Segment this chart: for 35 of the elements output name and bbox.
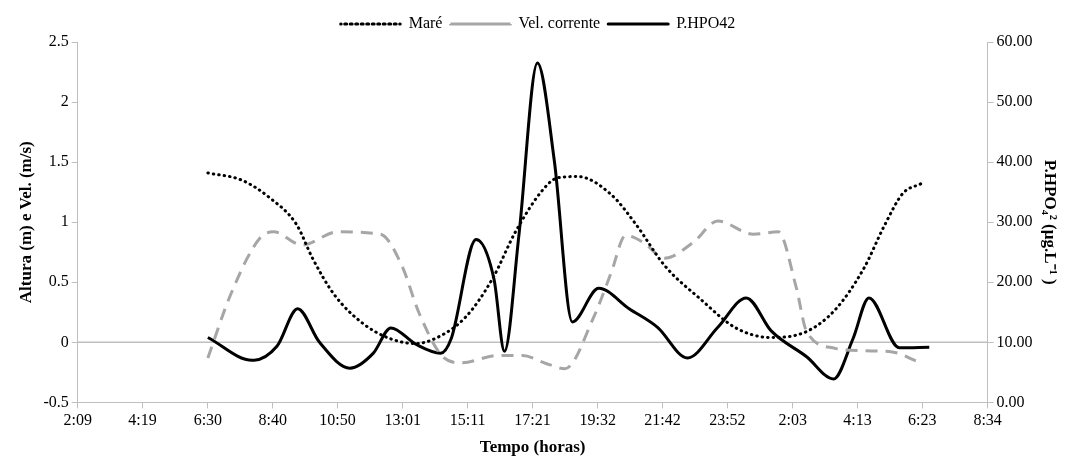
- y-tick-label: -0.5: [43, 392, 69, 410]
- x-tick-label: 17:21: [514, 411, 551, 429]
- y2-tick-label: 50.00: [996, 92, 1033, 110]
- x-tick-label: 4:13: [843, 411, 872, 429]
- legend-label: P.HPO42: [676, 14, 736, 32]
- y2-axis-title: P.HPO₄² (µg.L⁻¹ ): [1041, 159, 1061, 285]
- x-tick-label: 13:01: [384, 411, 422, 429]
- x-tick-label: 6:30: [193, 411, 223, 429]
- x-tick-label: 2:03: [778, 411, 807, 429]
- x-axis-title: Tempo (horas): [479, 437, 586, 457]
- legend-label: Maré: [408, 14, 443, 32]
- x-tick-label: 23:52: [709, 411, 746, 429]
- y-tick-label: 2: [60, 92, 69, 110]
- x-tick-label: 2:09: [63, 411, 92, 429]
- y-tick-label: 2.5: [48, 32, 69, 50]
- y2-tick-label: 30.00: [996, 212, 1033, 230]
- x-tick-label: 15:11: [449, 411, 486, 429]
- y-tick-label: 0: [60, 332, 69, 350]
- x-tick-label: 8:34: [973, 411, 1002, 429]
- legend-label: Vel. corrente: [518, 14, 601, 32]
- y2-tick-label: 0.00: [996, 392, 1025, 410]
- y2-tick-label: 40.00: [996, 152, 1033, 170]
- y-tick-label: 0.5: [48, 272, 69, 290]
- y-tick-label: 1.5: [48, 152, 69, 170]
- y-axis-title: Altura (m) e Vel. (m/s): [15, 141, 35, 304]
- x-tick-label: 10:50: [319, 411, 356, 429]
- y2-tick-label: 60.00: [996, 32, 1033, 50]
- x-tick-label: 8:40: [258, 411, 287, 429]
- x-tick-label: 6:23: [908, 411, 937, 429]
- x-tick-label: 21:42: [644, 411, 681, 429]
- y-tick-label: 1: [60, 212, 69, 230]
- y2-tick-label: 10.00: [996, 332, 1033, 350]
- y2-tick-label: 20.00: [996, 272, 1033, 290]
- x-tick-label: 4:19: [128, 411, 157, 429]
- x-tick-label: 19:32: [579, 411, 616, 429]
